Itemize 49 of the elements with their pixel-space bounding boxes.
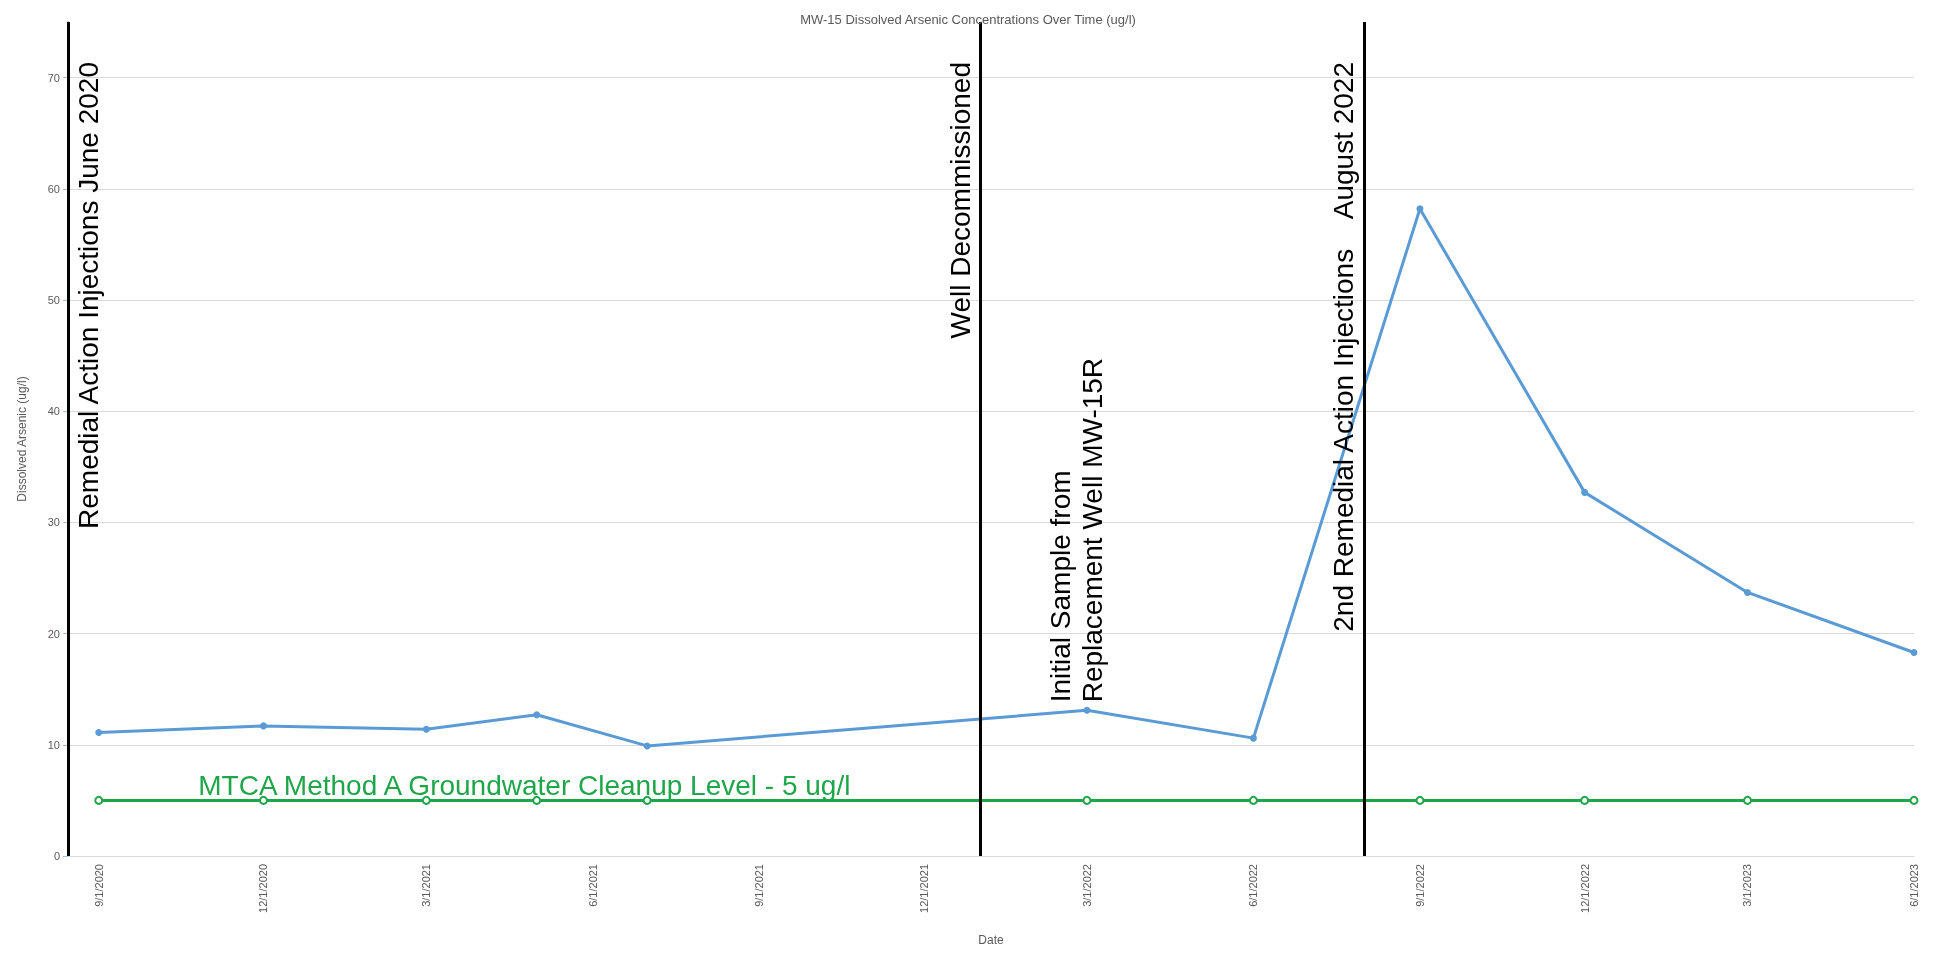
x-tick-label: 6/1/2022 — [1247, 864, 1260, 907]
y-tick-label: 10 — [47, 738, 60, 751]
y-tick-label: 20 — [47, 627, 60, 640]
series-label: MTCA Method A Groundwater Cleanup Level - 5 ug/l — [198, 769, 851, 801]
x-tick-label: 3/1/2022 — [1080, 864, 1093, 907]
y-tick-label: 70 — [47, 71, 60, 84]
point — [422, 725, 430, 733]
x-tick-label: 6/1/2023 — [1908, 864, 1920, 907]
y-tick-label: 50 — [47, 294, 60, 306]
point — [1415, 795, 1425, 805]
x-tick-label: 6/1/2021 — [586, 864, 599, 907]
x-tick-label: 9/1/2021 — [753, 864, 766, 907]
point — [643, 742, 651, 750]
point — [1744, 588, 1751, 596]
x-axis-title: Date — [978, 933, 1004, 947]
point — [1082, 795, 1092, 805]
y-tick-label: 60 — [47, 182, 60, 195]
x-tick-label: 12/1/2020 — [257, 864, 270, 913]
point — [94, 795, 104, 805]
x-tick-label: 9/1/2022 — [1413, 864, 1426, 907]
point — [532, 795, 542, 805]
ref-line-label: Remedial Action Injections June 2020 — [72, 62, 104, 529]
x-tick-label: 3/1/2021 — [420, 864, 433, 907]
point — [95, 729, 103, 737]
x-tick-label: 3/1/2023 — [1741, 864, 1754, 907]
point — [1083, 706, 1091, 714]
point — [1581, 488, 1589, 496]
y-tick-label: 30 — [47, 516, 60, 529]
point — [1416, 205, 1424, 213]
annotation: Initial Sample from Replacement Well MW-15R — [1045, 357, 1109, 703]
ref-line-label: 2nd Remedial Action Injections August 2022 — [1328, 62, 1360, 632]
y-tick-label: 40 — [47, 405, 60, 418]
point — [1580, 795, 1590, 805]
chart-title: MW-15 Dissolved Arsenic Concentrations Over Time (ug/l) — [800, 12, 1136, 27]
point — [421, 795, 431, 805]
point — [1910, 649, 1918, 656]
x-tick-label: 9/1/2020 — [92, 864, 105, 907]
point — [1249, 734, 1257, 742]
x-tick-label: 12/1/2022 — [1578, 864, 1591, 913]
point — [533, 711, 541, 719]
x-tick-label: 12/1/2021 — [918, 864, 931, 913]
point — [1248, 795, 1258, 805]
point — [258, 795, 268, 805]
ref-line-label: Well Decommissioned — [944, 62, 976, 339]
point — [259, 722, 267, 730]
point — [1743, 795, 1752, 805]
y-tick-label: 0 — [53, 850, 60, 862]
y-axis-title: Dissolved Arsenic (ug/l) — [15, 376, 29, 502]
point — [1909, 795, 1919, 805]
